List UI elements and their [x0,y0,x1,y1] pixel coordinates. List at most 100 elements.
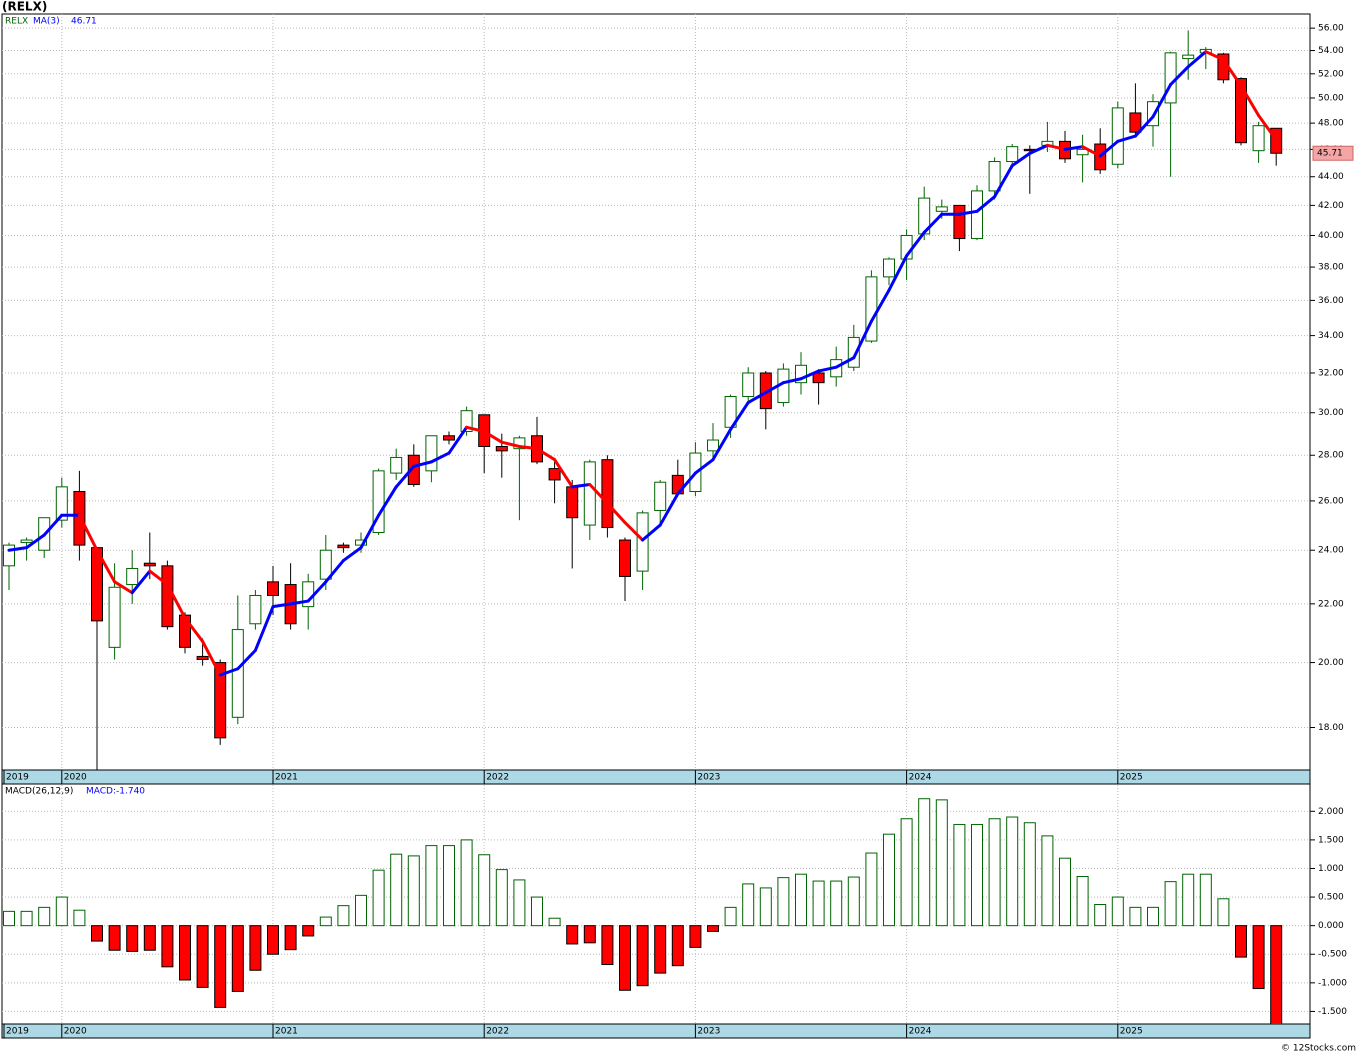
ma-segment [1151,83,1173,119]
ma-segment [465,425,486,433]
legend-symbol: RELX [5,17,28,27]
candle-body [971,190,983,240]
macd-bar [302,925,315,937]
ma-segment [957,209,979,216]
macd-bar [425,845,438,927]
candle-body [3,544,15,567]
macd-plot [2,785,1310,1024]
candle-body [1006,146,1019,163]
x-tick-label: 2022 [486,773,509,783]
macd-bar [179,925,191,981]
ma-segment [183,616,205,643]
macd-bar [55,896,68,927]
ma-segment [1010,151,1032,168]
candle-body [196,655,209,660]
ma-segment [535,447,557,462]
ma-segment [605,501,627,525]
ma-segment [658,492,680,527]
candle-body [548,468,561,481]
candle-body [425,435,438,472]
ma-segment [799,369,821,381]
candle-body [249,594,262,625]
ma-segment [711,427,733,462]
macd-bar [1094,904,1107,927]
macd-bar [795,873,807,927]
macd-bar [759,887,772,927]
macd-bar [1164,881,1177,927]
ma-segment [130,569,152,595]
macd-bar [988,818,1001,927]
price-tag [1312,145,1354,161]
ma-segment [517,445,539,451]
candle-body [108,586,121,648]
candle-body [619,539,631,577]
candle-body [1129,112,1142,133]
ma-segment [1098,139,1120,158]
x-tick-label: 2021 [275,1027,298,1037]
candle-body [143,562,156,567]
ma-segment [905,230,926,258]
macd-bar [1129,906,1142,927]
ma-segment [236,648,257,671]
macd-bar [636,925,649,987]
y-tick-label: 0.500 [1318,893,1344,903]
y-tick-label: 40.00 [1318,231,1344,241]
ma-segment [218,667,240,677]
y-tick-label: 22.00 [1318,599,1344,609]
y-tick-label: 50.00 [1318,93,1344,103]
y-tick-label: 36.00 [1318,296,1344,306]
candle-body [460,410,473,432]
ma-segment [1116,134,1137,143]
macd-bar [495,869,508,927]
x-tick-label: 2024 [909,1027,932,1037]
macd-bar [1270,925,1283,1024]
y-tick-label: 34.00 [1318,331,1344,341]
macd-bar [108,925,121,951]
y-tick-label: 26.00 [1318,496,1344,506]
macd-bar [513,879,526,927]
ma-segment [1081,145,1102,158]
x-tick-label: 2020 [64,773,87,783]
ma-segment [306,580,328,603]
ma-segment [781,377,803,385]
ma-segment [253,605,275,652]
macd-bar [671,925,684,967]
x-tick-label: 2023 [697,1027,720,1037]
ma-segment [429,451,451,464]
macd-bar [883,833,895,927]
candle-body [231,629,244,718]
ma-segment [1063,145,1085,151]
macd-bar [777,877,790,927]
ma-segment [641,523,662,542]
macd-bar [443,845,455,927]
x-tick-label: 2025 [1120,773,1143,783]
ma-segment [817,365,838,373]
macd-bar [372,869,385,927]
ma-segment [1239,84,1261,117]
macd-bar [1252,925,1265,990]
ma-segment [1045,143,1067,151]
ma-segment [447,425,469,455]
candle-body [1252,125,1265,152]
chart-title: (RELX) [2,0,47,14]
candle-body [513,437,526,450]
candle-body [988,161,1001,192]
ma-segment [148,569,169,587]
ma-segment [482,429,504,444]
macd-bar [390,853,403,927]
macd-bar [1199,873,1212,927]
candle-body [126,567,139,586]
candle-body [214,662,227,739]
candle-body [601,459,614,529]
y-tick-label: 1.000 [1318,864,1344,874]
ma-segment [1028,143,1049,155]
candle-body [495,446,508,452]
ma-segment [852,319,873,360]
macd-bar [161,925,174,968]
candle-body [161,565,174,628]
macd-bar [1182,873,1195,927]
macd-bar [284,925,297,951]
candle-body [707,439,719,452]
macd-bar [460,839,473,927]
